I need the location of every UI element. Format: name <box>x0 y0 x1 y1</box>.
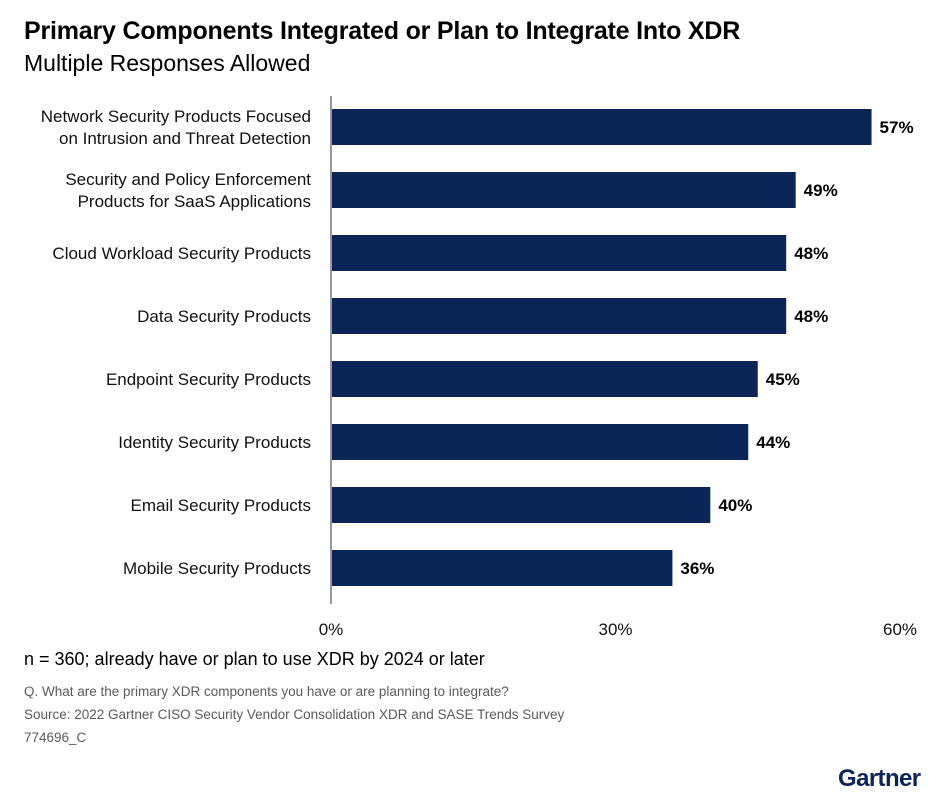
bar-8 <box>332 550 673 586</box>
category-label-2: Security and Policy Enforcement Products … <box>65 170 311 211</box>
category-label-6: Identity Security Products <box>118 433 311 452</box>
bar-7 <box>332 487 711 523</box>
value-label-7: 40% <box>718 496 752 515</box>
value-label-1: 57% <box>880 118 914 137</box>
value-label-4: 48% <box>794 307 828 326</box>
value-label-6: 44% <box>756 433 790 452</box>
category-label-4: Data Security Products <box>137 307 311 326</box>
category-label-3: Cloud Workload Security Products <box>52 244 311 263</box>
chart-subtitle: Multiple Responses Allowed <box>24 50 311 76</box>
category-label-5: Endpoint Security Products <box>106 370 311 389</box>
bar-4 <box>332 298 787 334</box>
bar-3 <box>332 235 787 271</box>
bar-2 <box>332 172 796 208</box>
category-label-8: Mobile Security Products <box>123 559 311 578</box>
source-note: Source: 2022 Gartner CISO Security Vendo… <box>24 707 565 722</box>
value-label-2: 49% <box>804 181 838 200</box>
figure-id: 774696_C <box>24 730 87 745</box>
value-label-5: 45% <box>766 370 800 389</box>
bar-6 <box>332 424 749 460</box>
bar-1 <box>332 109 872 145</box>
category-label-1: Network Security Products Focused on Intr… <box>41 107 311 148</box>
chart-title: Primary Components Integrated or Plan to… <box>24 17 741 45</box>
category-label-7: Email Security Products <box>131 496 311 515</box>
x-tick-label-3: 60% <box>883 620 917 639</box>
bar-5 <box>332 361 758 397</box>
bar-chart: Network Security Products Focused on Intr… <box>41 96 917 639</box>
question-note: Q. What are the primary XDR components y… <box>24 684 509 699</box>
sample-note: n = 360; already have or plan to use XDR… <box>24 649 485 669</box>
value-label-3: 48% <box>794 244 828 263</box>
x-tick-label-2: 30% <box>598 620 632 639</box>
value-label-8: 36% <box>680 559 714 578</box>
gartner-logo: Gartner <box>838 765 921 792</box>
x-tick-label-1: 0% <box>319 620 344 639</box>
